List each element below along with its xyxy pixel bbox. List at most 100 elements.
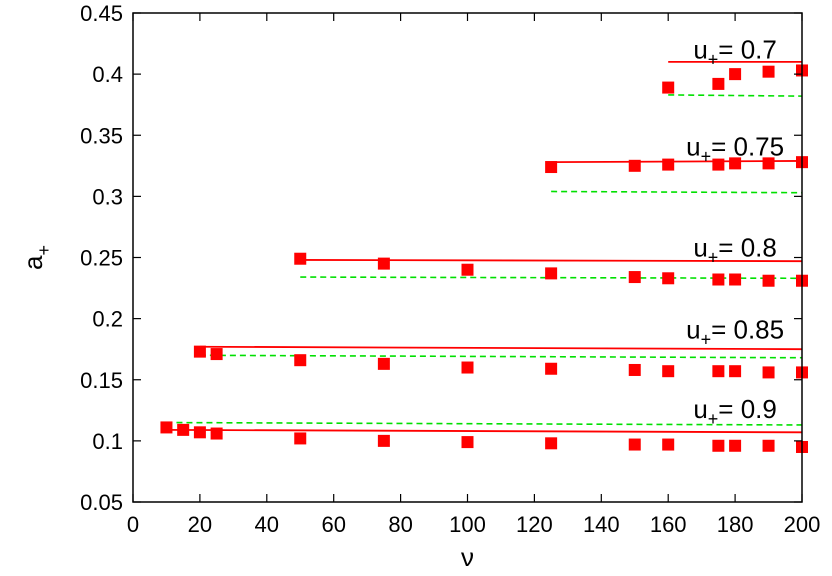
series-group-3: u+= 0.85 [193,315,808,379]
annotation-sub: + [708,50,719,70]
data-point [662,365,675,378]
annotation-sub: + [708,409,719,429]
data-point [729,273,742,286]
y-tick-label: 0.4 [92,62,123,87]
data-point [545,267,558,280]
data-point [628,363,641,376]
series-annotation: u+= 0.7 [693,35,777,70]
annotation-value: = 0.9 [718,394,777,424]
plot-area: u+= 0.7u+= 0.75u+= 0.8u+= 0.85u+= 0.9 [160,35,808,453]
data-point [729,157,742,170]
y-tick-label: 0.15 [80,368,123,393]
data-point [628,438,641,451]
annotation-value: = 0.7 [718,35,777,65]
y-tick-label: 0.05 [80,490,123,515]
dashed-line [668,94,803,97]
x-tick-label: 40 [255,512,279,537]
annotation-main: u [693,233,707,263]
data-point [461,263,474,276]
series-annotation: u+= 0.9 [693,394,777,429]
dashed-line [166,421,803,426]
y-tick-label: 0.25 [80,246,123,271]
data-point [377,434,390,447]
axis-ticks: 0 20 40 60 80 100 120 140 160 180 200 0.05 0.1 0.15 0.… [80,1,820,537]
x-tick-label: 80 [388,512,412,537]
data-point [628,159,641,172]
data-point [294,432,307,445]
series-annotation: u+= 0.8 [693,233,777,268]
data-point [377,357,390,370]
data-point [712,158,725,171]
data-point [712,439,725,452]
series-group-1: u+= 0.75 [545,131,808,194]
data-point [762,274,775,287]
x-tick-label: 140 [583,512,620,537]
series-annotation: u+= 0.85 [686,315,784,350]
annotation-main: u [686,315,700,345]
x-tick-label: 100 [449,512,486,537]
x-tick-label: 120 [516,512,553,537]
data-point [762,439,775,452]
dashed-line [199,354,803,359]
solid-line [199,345,803,351]
series-annotation: u+= 0.75 [686,131,784,166]
data-point [762,65,775,78]
data-point [461,361,474,374]
annotation-value: = 0.8 [718,233,777,263]
x-tick-label: 200 [784,512,821,537]
data-point [545,437,558,450]
y-axis-title-main: a [18,255,48,270]
data-point [210,427,223,440]
y-tick-label: 0.2 [92,307,123,332]
data-point [294,354,307,367]
y-tick-label: 0.3 [92,184,123,209]
x-tick-label: 0 [127,512,139,537]
x-tick-label: 20 [188,512,212,537]
x-tick-label: 160 [650,512,687,537]
y-tick-label: 0.45 [80,1,123,26]
data-point [712,365,725,378]
data-point [662,81,675,94]
data-point [662,272,675,285]
data-point [762,366,775,379]
data-point [628,271,641,284]
series-group-0: u+= 0.7 [662,35,808,97]
y-tick-label: 0.1 [92,429,123,454]
data-point [545,161,558,174]
data-point [193,345,206,358]
annotation-main: u [686,131,700,161]
data-point [729,365,742,378]
solid-line [166,428,803,434]
data-point [729,68,742,81]
data-point [762,157,775,170]
data-point [461,436,474,449]
annotation-sub: + [708,248,719,268]
data-point [712,77,725,90]
annotation-main: u [693,394,707,424]
data-point [294,252,307,265]
annotation-value: = 0.75 [711,131,784,161]
data-point [177,423,190,436]
annotation-sub: + [701,330,712,350]
data-point [662,438,675,451]
y-axis-title: a+ [18,245,54,270]
x-tick-label: 60 [321,512,345,537]
solid-line [551,160,803,164]
dashed-line [551,190,803,194]
data-point [729,439,742,452]
annotation-value: = 0.85 [711,315,784,345]
y-axis-title-sub: + [34,245,54,256]
data-point [377,257,390,270]
data-point [712,273,725,286]
data-point [210,348,223,361]
y-tick-label: 0.35 [80,123,123,148]
data-point [545,362,558,375]
data-point [662,158,675,171]
annotation-sub: + [701,146,712,166]
x-tick-label: 180 [717,512,754,537]
data-point [160,421,173,434]
series-group-2: u+= 0.8 [294,233,808,287]
annotation-main: u [693,35,707,65]
data-point [193,426,206,439]
